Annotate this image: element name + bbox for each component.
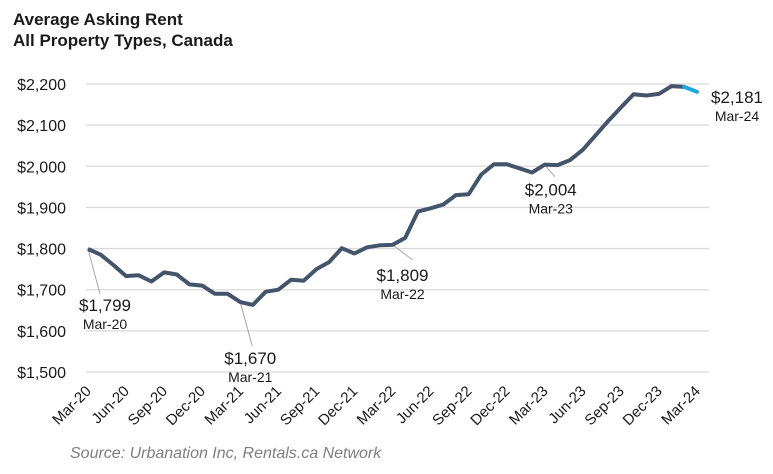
x-tick-label: Mar-22 xyxy=(354,383,400,429)
x-tick-label: Sep-23 xyxy=(581,383,627,429)
annotation-value: $2,004 xyxy=(525,181,577,200)
annotation-leader xyxy=(87,248,101,295)
x-tick-label: Jun-22 xyxy=(393,383,437,427)
annotation-date: Mar-21 xyxy=(228,369,273,385)
annotation-leader xyxy=(392,244,413,261)
rent-line xyxy=(87,84,685,307)
y-tick-label: $1,700 xyxy=(17,283,66,300)
x-tick-label: Sep-22 xyxy=(429,383,475,429)
y-tick-label: $2,100 xyxy=(17,118,66,135)
y-tick-label: $1,800 xyxy=(17,242,66,259)
y-tick-label: $2,200 xyxy=(17,77,66,94)
y-tick-label: $1,600 xyxy=(17,324,66,341)
annotation-value: $1,799 xyxy=(79,296,131,315)
x-tick-label: Mar-24 xyxy=(658,383,704,429)
x-tick-label: Sep-21 xyxy=(277,383,323,429)
x-tick-label: Dec-20 xyxy=(163,383,209,429)
x-tick-label: Mar-21 xyxy=(201,383,247,429)
annotation-value: $1,809 xyxy=(377,266,429,285)
annotation-date: Mar-24 xyxy=(715,108,760,124)
source-note: Source: Urbanation Inc, Rentals.ca Netwo… xyxy=(70,445,382,462)
annotation-date: Mar-23 xyxy=(529,201,574,217)
y-tick-label: $2,000 xyxy=(17,159,66,176)
annotation-value: $2,181 xyxy=(711,88,763,107)
annotation-value: $1,670 xyxy=(224,349,276,368)
x-tick-label: Sep-20 xyxy=(125,383,171,429)
y-tick-label: $1,900 xyxy=(17,200,66,217)
x-tick-label: Mar-23 xyxy=(506,383,552,429)
annotation-leader xyxy=(239,301,253,347)
x-tick-label: Jun-21 xyxy=(241,383,285,427)
annotation-date: Mar-20 xyxy=(83,316,128,332)
latest-segment xyxy=(682,84,699,94)
chart-title: Average Asking Rent xyxy=(13,10,183,29)
x-tick-label: Dec-21 xyxy=(315,383,361,429)
x-tick-label: Jun-23 xyxy=(545,383,589,427)
x-tick-label: Jun-20 xyxy=(88,383,132,427)
x-tick-label: Dec-23 xyxy=(620,383,666,429)
x-tick-label: Dec-22 xyxy=(467,383,513,429)
y-tick-label: $1,500 xyxy=(17,365,66,382)
x-tick-label: Mar-20 xyxy=(49,383,95,429)
chart-subtitle: All Property Types, Canada xyxy=(13,31,233,50)
annotation-date: Mar-22 xyxy=(380,286,425,302)
